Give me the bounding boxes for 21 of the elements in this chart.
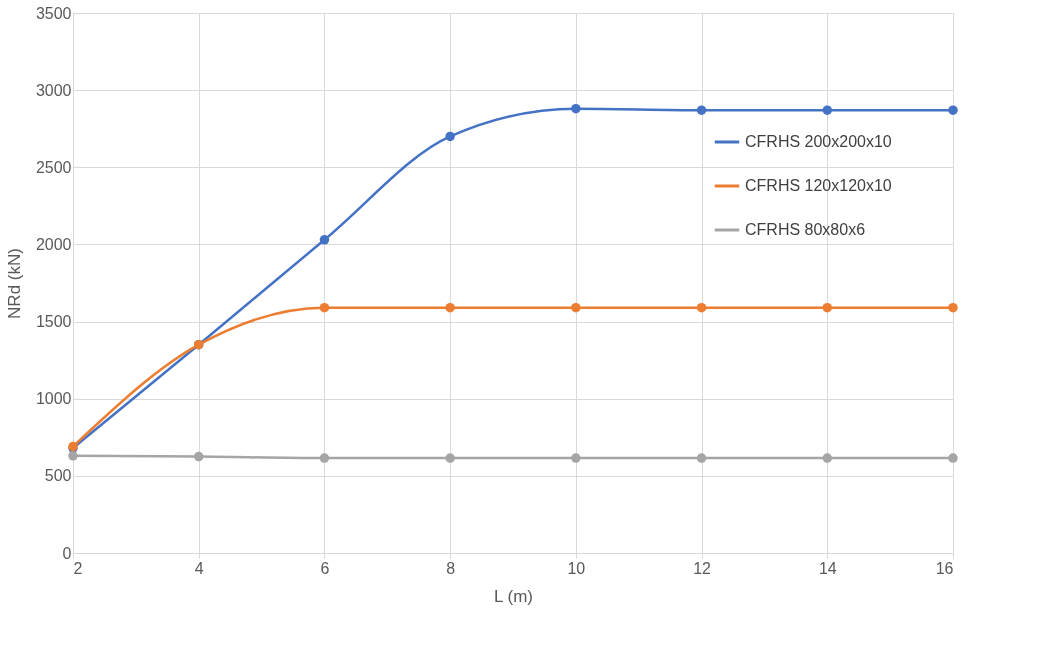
y-tick-label: 1500: [35, 313, 72, 331]
y-axis-title: NRd (kN): [4, 248, 24, 319]
y-tick-label: 500: [44, 467, 72, 485]
x-tick-label: 16: [935, 559, 954, 577]
x-tick-label: 6: [320, 559, 330, 577]
x-tick-label: 14: [818, 559, 837, 577]
legend-label: CFRHS 200x200x10: [745, 133, 892, 150]
x-axis-title: L (m): [493, 586, 534, 606]
y-tick-label: 2500: [35, 158, 72, 176]
legend-label: CFRHS 120x120x10: [745, 177, 892, 194]
x-tick-label: 2: [73, 559, 83, 577]
x-tick-label: 12: [693, 559, 712, 577]
x-tick-label: 4: [194, 559, 204, 577]
x-tick-label: 8: [446, 559, 456, 577]
y-tick-label: 0: [62, 544, 72, 562]
legend-label: CFRHS 80x80x6: [745, 221, 866, 238]
y-tick-label: 2000: [35, 235, 72, 253]
y-tick-label: 3000: [35, 81, 72, 99]
y-tick-label: 3500: [35, 4, 72, 22]
y-tick-label: 1000: [35, 390, 72, 408]
x-tick-label: 10: [567, 559, 586, 577]
